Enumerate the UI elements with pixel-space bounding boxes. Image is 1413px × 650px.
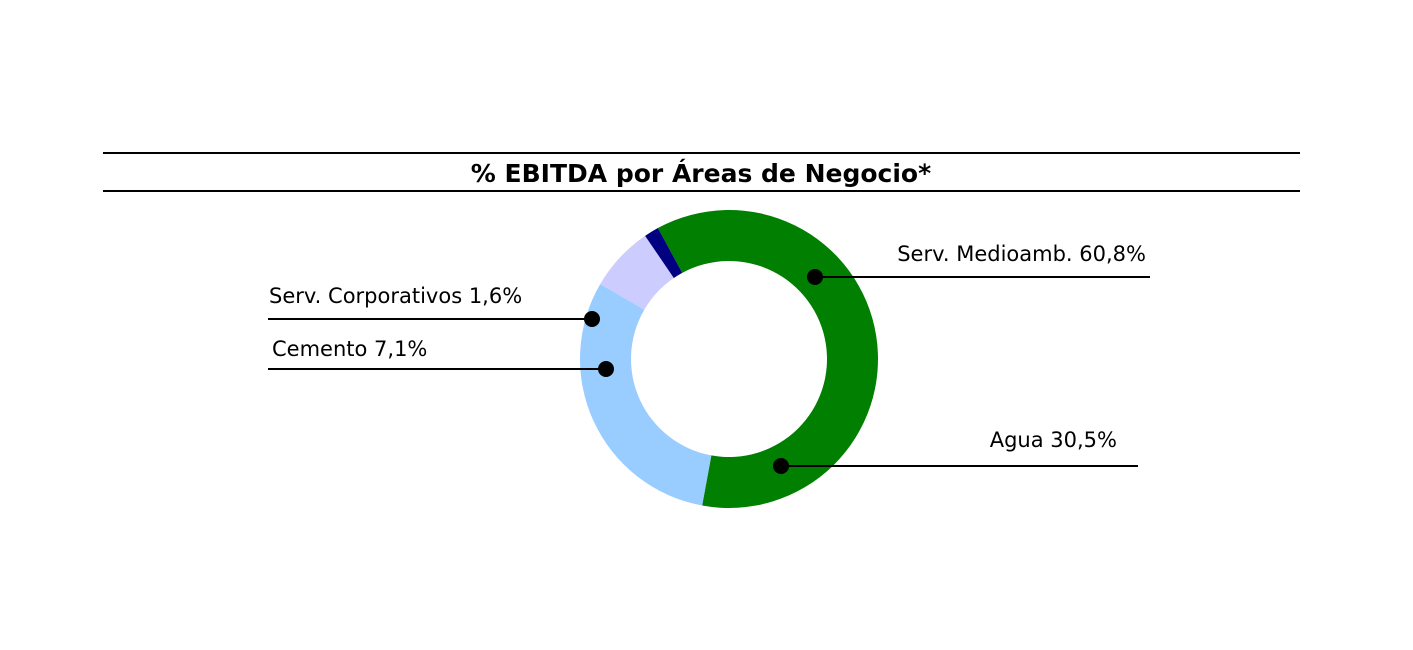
chart-title: % EBITDA por Áreas de Negocio* [471, 159, 931, 188]
leader-dot [598, 361, 614, 377]
leader-dot [773, 458, 789, 474]
slice-label: Agua 30,5% [990, 428, 1117, 452]
leader-dot [584, 311, 600, 327]
slice-cemento [600, 235, 674, 310]
slice-serv-corporativos [645, 228, 683, 279]
leader-dot [807, 269, 823, 285]
slice-agua [580, 284, 712, 506]
slice-serv-medioamb [657, 210, 879, 508]
slice-labels: Serv. Medioamb. 60,8% Agua 30,5% Cemento 7… [268, 242, 1150, 474]
slice-label: Serv. Corporativos 1,6% [269, 284, 522, 308]
slice-label: Serv. Medioamb. 60,8% [897, 242, 1146, 266]
slice-label: Cemento 7,1% [272, 337, 427, 361]
donut-slices [580, 210, 879, 508]
